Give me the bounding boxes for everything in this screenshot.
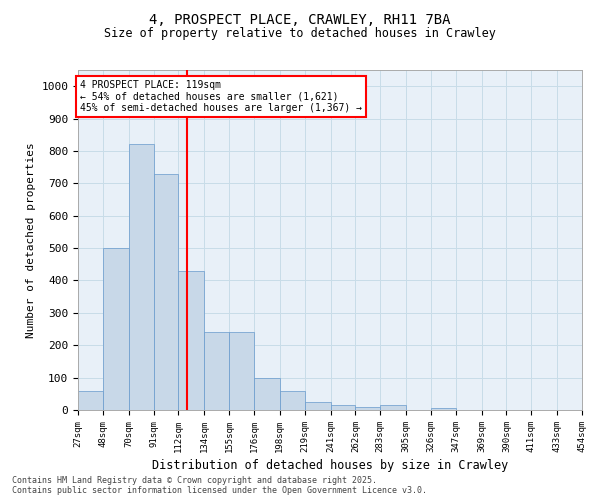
Bar xyxy=(178,271,204,410)
Y-axis label: Number of detached properties: Number of detached properties xyxy=(26,142,36,338)
Bar xyxy=(380,405,406,410)
Bar xyxy=(154,174,178,410)
X-axis label: Distribution of detached houses by size in Crawley: Distribution of detached houses by size … xyxy=(152,459,508,472)
Text: 4 PROSPECT PLACE: 119sqm
← 54% of detached houses are smaller (1,621)
45% of sem: 4 PROSPECT PLACE: 119sqm ← 54% of detach… xyxy=(80,80,362,113)
Bar xyxy=(229,332,254,410)
Bar xyxy=(129,144,154,410)
Bar xyxy=(254,378,280,410)
Bar xyxy=(331,405,355,410)
Bar xyxy=(204,332,229,410)
Bar xyxy=(355,408,380,410)
Text: Contains HM Land Registry data © Crown copyright and database right 2025.
Contai: Contains HM Land Registry data © Crown c… xyxy=(12,476,427,495)
Bar xyxy=(103,248,129,410)
Bar xyxy=(78,390,103,410)
Text: 4, PROSPECT PLACE, CRAWLEY, RH11 7BA: 4, PROSPECT PLACE, CRAWLEY, RH11 7BA xyxy=(149,12,451,26)
Bar xyxy=(280,390,305,410)
Text: Size of property relative to detached houses in Crawley: Size of property relative to detached ho… xyxy=(104,28,496,40)
Bar xyxy=(305,402,331,410)
Bar xyxy=(431,408,456,410)
